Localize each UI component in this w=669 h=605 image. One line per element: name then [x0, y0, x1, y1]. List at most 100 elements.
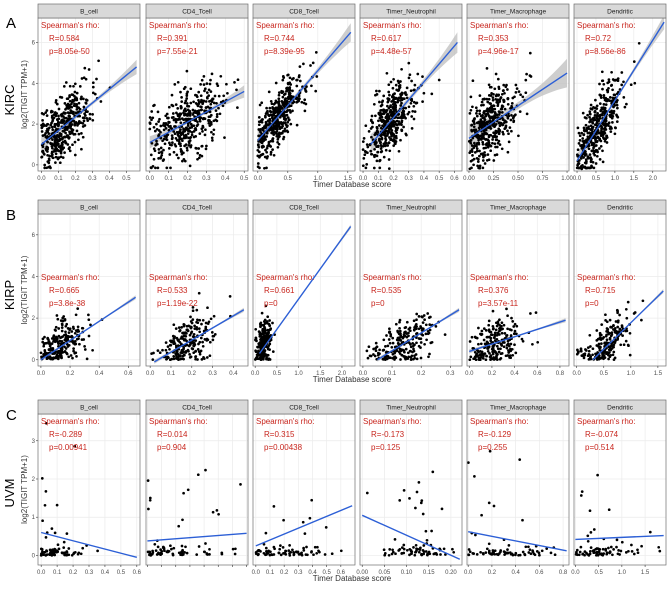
- scatter-point: [477, 356, 481, 360]
- scatter-point: [581, 111, 585, 115]
- scatter-point: [417, 481, 421, 484]
- scatter-point: [180, 544, 184, 548]
- scatter-point: [217, 94, 221, 98]
- scatter-point: [262, 542, 266, 546]
- scatter-point: [588, 550, 592, 553]
- scatter-point: [281, 75, 285, 78]
- scatter-point: [260, 141, 264, 144]
- scatter-point: [492, 350, 496, 354]
- scatter-point: [605, 320, 609, 324]
- stat-r-value: R=0.376: [478, 286, 509, 295]
- scatter-point: [203, 338, 207, 341]
- scatter-point: [601, 353, 604, 356]
- x-tick-label: 1.0: [627, 371, 636, 377]
- scatter-point: [185, 146, 189, 150]
- scatter-point: [477, 142, 481, 146]
- scatter-point: [44, 490, 48, 493]
- facet-strip-label: Timer_Neutrophil: [386, 205, 436, 212]
- scatter-point: [288, 554, 292, 557]
- y-axis-label: log2(TIGIT TPM+1): [20, 255, 29, 324]
- scatter-point: [605, 338, 609, 342]
- scatter-point: [178, 130, 181, 134]
- scatter-point: [75, 103, 79, 106]
- scatter-point: [203, 117, 207, 121]
- scatter-point: [161, 546, 165, 550]
- scatter-point: [64, 324, 68, 328]
- scatter-point: [212, 128, 216, 132]
- scatter-point: [153, 149, 157, 153]
- scatter-point: [52, 113, 56, 116]
- stat-title: Spearman's rho:: [149, 417, 207, 426]
- scatter-point: [60, 342, 64, 346]
- scatter-point: [313, 545, 317, 549]
- scatter-point: [487, 542, 491, 546]
- scatter-point: [376, 351, 380, 355]
- scatter-point: [481, 113, 484, 117]
- fit-line: [575, 534, 664, 541]
- scatter-point: [263, 166, 266, 170]
- scatter-point: [489, 149, 493, 153]
- scatter-point: [468, 358, 472, 362]
- scatter-point: [586, 346, 590, 349]
- scatter-point: [403, 350, 406, 354]
- scatter-point: [501, 123, 505, 126]
- scatter-point: [515, 87, 519, 90]
- scatter-point: [620, 325, 624, 329]
- scatter-point: [388, 341, 392, 345]
- scatter-point: [277, 93, 281, 97]
- scatter-point: [474, 106, 478, 110]
- scatter-point: [54, 325, 58, 329]
- scatter-point: [421, 333, 425, 337]
- scatter-point: [640, 544, 643, 548]
- scatter-point: [616, 338, 619, 341]
- scatter-point: [58, 161, 62, 165]
- scatter-point: [42, 124, 46, 128]
- scatter-point: [279, 544, 282, 547]
- scatter-point: [205, 95, 209, 99]
- scatter-point: [56, 157, 60, 161]
- scatter-point: [478, 149, 481, 153]
- scatter-point: [601, 149, 604, 153]
- scatter-point: [363, 150, 367, 153]
- scatter-point: [65, 97, 69, 101]
- scatter-point: [65, 322, 69, 326]
- scatter-point: [199, 83, 202, 86]
- scatter-point: [612, 323, 615, 327]
- scatter-point: [190, 347, 194, 350]
- scatter-point: [601, 107, 605, 111]
- scatter-point: [487, 114, 491, 117]
- scatter-point: [49, 166, 52, 170]
- x-axis-label: Timer Database score: [313, 375, 392, 384]
- scatter-point: [495, 354, 498, 357]
- scatter-point: [413, 356, 417, 360]
- scatter-point: [602, 96, 606, 99]
- scatter-point: [423, 318, 426, 322]
- scatter-point: [608, 318, 612, 322]
- scatter-point: [593, 150, 597, 153]
- scatter-point: [407, 76, 411, 80]
- scatter-point: [387, 158, 391, 161]
- scatter-point: [72, 341, 75, 345]
- scatter-point: [657, 545, 661, 549]
- stat-r-value: R=-0.074: [585, 430, 619, 439]
- scatter-point: [167, 105, 171, 109]
- x-tick-label: 0.3: [294, 570, 303, 576]
- scatter-point: [420, 315, 424, 318]
- scatter-point: [88, 117, 92, 121]
- scatter-point: [405, 320, 409, 324]
- scatter-point: [188, 353, 191, 356]
- scatter-point: [41, 340, 45, 344]
- scatter-point: [467, 140, 471, 143]
- scatter-point: [412, 347, 415, 351]
- scatter-point: [587, 125, 590, 129]
- scatter-point: [60, 329, 64, 333]
- stat-p-value: p=0: [371, 299, 385, 308]
- scatter-point: [491, 309, 495, 313]
- scatter-point: [65, 335, 68, 339]
- scatter-point: [468, 340, 472, 343]
- scatter-point: [285, 129, 289, 133]
- scatter-point: [394, 552, 397, 556]
- scatter-point: [180, 152, 184, 156]
- scatter-point: [512, 119, 516, 123]
- x-tick-label: 0.6: [533, 371, 542, 377]
